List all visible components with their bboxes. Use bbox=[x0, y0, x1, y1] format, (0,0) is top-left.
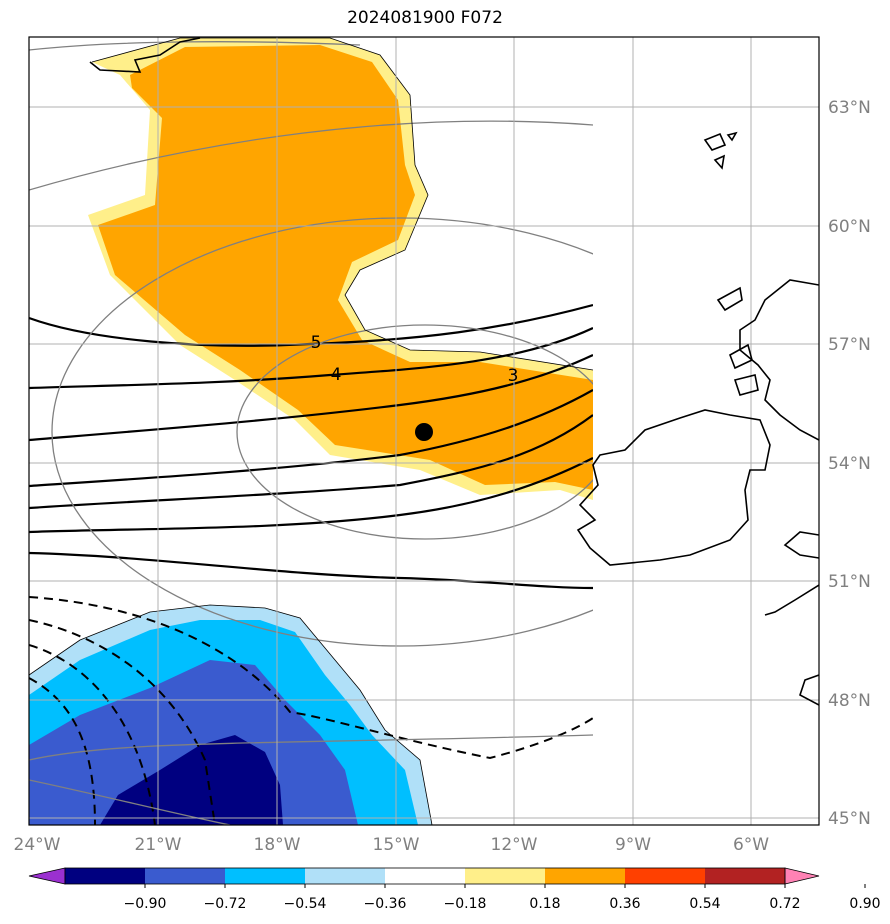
contour-label-4: 4 bbox=[331, 365, 342, 385]
colorbar-segment bbox=[65, 868, 146, 884]
colorbar-extend-low bbox=[28, 867, 66, 885]
scotland-coast bbox=[739, 279, 819, 441]
lon-label: 12°W bbox=[491, 835, 538, 855]
colorbar-segment bbox=[145, 868, 226, 884]
coastlines bbox=[89, 37, 819, 706]
colorbar-tick-label: −0.18 bbox=[444, 896, 487, 912]
positive-anomaly-core bbox=[98, 45, 593, 490]
faroe-2 bbox=[713, 154, 726, 170]
colorbar-tick-label: 0.72 bbox=[769, 896, 800, 912]
colorbar-segment bbox=[545, 868, 626, 884]
lon-label: 15°W bbox=[373, 835, 420, 855]
lat-label: 45°N bbox=[828, 809, 871, 829]
lat-label: 57°N bbox=[828, 335, 871, 355]
lon-label: 9°W bbox=[615, 835, 651, 855]
brittany-coast bbox=[799, 674, 819, 706]
graticule bbox=[29, 37, 819, 825]
longitude-labels: 24°W 21°W 18°W 15°W 12°W 9°W 6°W bbox=[14, 835, 770, 855]
colorbar-tick-label: 0.18 bbox=[529, 896, 560, 912]
colorbar-frame bbox=[64, 867, 786, 885]
colorbar-tick-label: −0.72 bbox=[204, 896, 247, 912]
map-frame bbox=[28, 36, 820, 826]
contour-label-3: 3 bbox=[508, 366, 519, 386]
colorbar-segment bbox=[625, 868, 706, 884]
iceland-coast bbox=[89, 37, 201, 73]
faroe-1 bbox=[703, 132, 727, 151]
lat-label: 48°N bbox=[828, 691, 871, 711]
colorbar-tick-label: 0.90 bbox=[849, 896, 880, 912]
faroe-3 bbox=[726, 131, 738, 142]
colorbar-segment bbox=[225, 868, 306, 884]
location-marker bbox=[415, 423, 433, 441]
colorbar-tick-label: 0.54 bbox=[689, 896, 720, 912]
lat-label: 63°N bbox=[828, 98, 871, 118]
lon-label: 18°W bbox=[254, 835, 301, 855]
colorbar-tick-label: −0.54 bbox=[284, 896, 327, 912]
lat-label: 54°N bbox=[828, 454, 871, 474]
lon-label: 6°W bbox=[733, 835, 769, 855]
ireland-coast bbox=[576, 409, 771, 566]
lon-label: 21°W bbox=[135, 835, 182, 855]
map-title: 2024081900 F072 bbox=[347, 8, 503, 28]
colorbar-segment bbox=[705, 868, 786, 884]
wales-coast bbox=[783, 531, 819, 559]
latitude-labels: 63°N 60°N 57°N 54°N 51°N 48°N 45°N bbox=[828, 98, 871, 829]
colorbar-segment bbox=[305, 868, 386, 884]
lat-label: 51°N bbox=[828, 572, 871, 592]
contour-label-5: 5 bbox=[311, 333, 322, 353]
lat-label: 60°N bbox=[828, 217, 871, 237]
negative-anomaly-core bbox=[100, 735, 283, 825]
colorbar-segment bbox=[465, 868, 546, 884]
anomaly-field bbox=[29, 37, 593, 825]
colorbar-segment bbox=[385, 868, 466, 884]
lon-label: 24°W bbox=[14, 835, 61, 855]
colorbar-tick-label: −0.36 bbox=[364, 896, 407, 912]
islay bbox=[729, 343, 753, 370]
colorbar: −0.90 −0.72 −0.54 −0.36 −0.18 0.18 0.36 0.54 0.7… bbox=[28, 867, 881, 912]
grey-contours bbox=[29, 41, 593, 825]
hebrides bbox=[716, 286, 743, 312]
colorbar-tick-label: 0.36 bbox=[609, 896, 640, 912]
dashed-contours bbox=[29, 596, 593, 825]
colorbar-tick-label: −0.90 bbox=[124, 896, 167, 912]
colorbar-extend-high bbox=[784, 867, 820, 885]
cornwall-coast bbox=[764, 584, 819, 616]
mull bbox=[733, 374, 759, 396]
